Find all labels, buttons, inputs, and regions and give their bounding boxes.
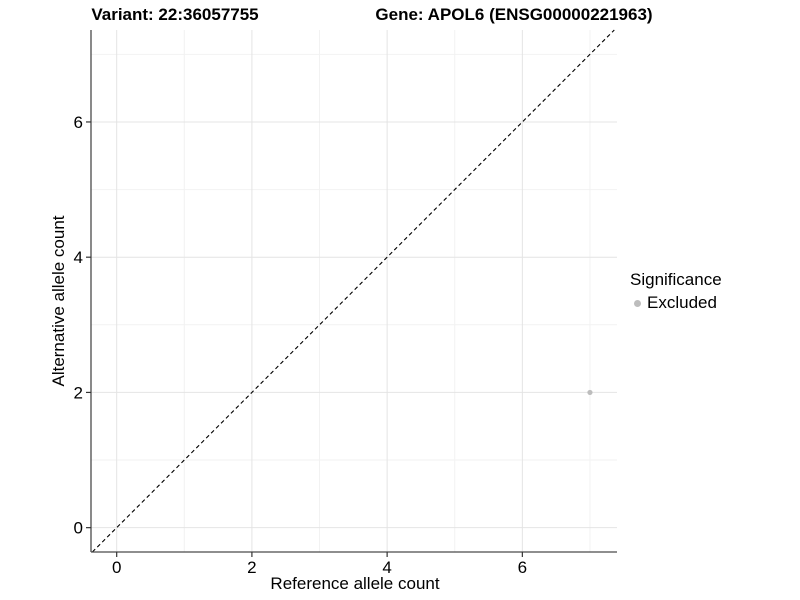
y-tick-label: 0 bbox=[74, 519, 83, 538]
excluded-dot-icon bbox=[634, 299, 641, 307]
y-tick-label: 2 bbox=[74, 383, 83, 402]
data-point-excluded bbox=[587, 389, 593, 396]
y-axis-label: Alternative allele count bbox=[49, 215, 68, 387]
variant-title: Variant: 22:36057755 bbox=[91, 5, 259, 24]
y-tick-label: 4 bbox=[74, 248, 83, 267]
y-tick-label: 6 bbox=[74, 113, 83, 132]
x-tick-label: 0 bbox=[112, 558, 121, 577]
legend-item-excluded: Excluded bbox=[630, 293, 722, 313]
x-tick-label: 2 bbox=[247, 558, 256, 577]
x-tick-label: 4 bbox=[382, 558, 391, 577]
legend-title: Significance bbox=[630, 270, 722, 289]
x-axis-label: Reference allele count bbox=[270, 574, 440, 593]
gene-title: Gene: APOL6 (ENSG00000221963) bbox=[375, 5, 653, 24]
x-tick-label: 6 bbox=[518, 558, 527, 577]
legend-item-label: Excluded bbox=[647, 293, 717, 312]
legend: Significance Excluded bbox=[630, 270, 722, 313]
identity-dashed-line bbox=[91, 29, 615, 553]
